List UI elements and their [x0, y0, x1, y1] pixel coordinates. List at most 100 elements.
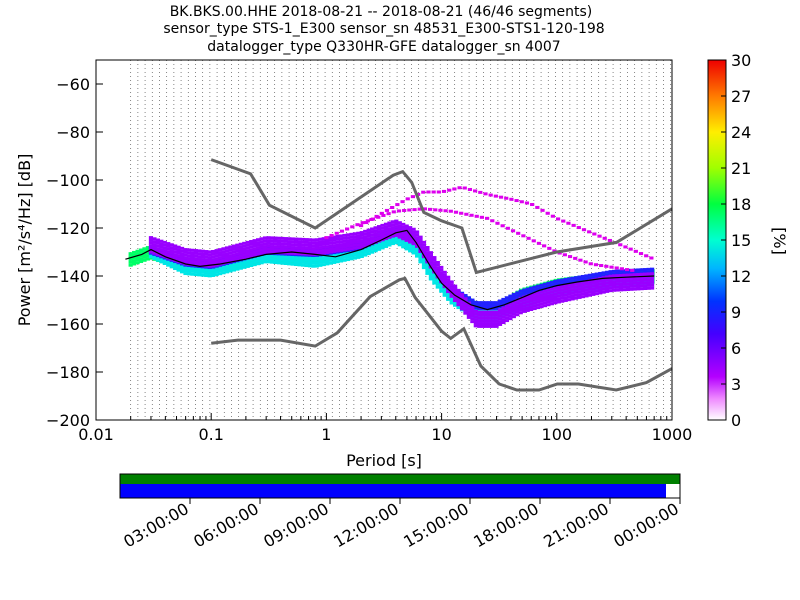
density-cell [504, 296, 510, 300]
density-cell [539, 302, 544, 306]
density-cell [518, 308, 523, 312]
density-cell [380, 235, 385, 239]
density-cell [342, 258, 347, 262]
density-cell [611, 283, 617, 287]
density-cell [570, 279, 575, 283]
density-cell [145, 246, 151, 250]
density-cell [155, 238, 160, 242]
density-cell [508, 317, 513, 321]
density-cell [497, 299, 503, 303]
density-cell [494, 324, 499, 328]
density-cell [159, 239, 164, 243]
density-cell [594, 275, 599, 279]
density-cell [615, 277, 620, 281]
density-cell [214, 267, 219, 271]
density-cell [605, 287, 610, 291]
density-cell [128, 263, 133, 267]
density-cell [622, 288, 627, 292]
density-cell [473, 324, 478, 328]
density-cell [573, 290, 579, 294]
density-cell [459, 298, 465, 302]
density-cell [314, 261, 319, 265]
density-cell [491, 324, 496, 328]
density-cell [449, 286, 454, 290]
density-cell [311, 247, 316, 251]
density-cell [611, 274, 617, 278]
density-cell [297, 252, 302, 256]
density-cell [145, 248, 151, 252]
density-cell [207, 253, 212, 257]
density-cell [480, 319, 485, 323]
density-cell [262, 260, 268, 264]
density-cell [625, 285, 630, 289]
density-cell [484, 310, 489, 314]
density-cell [439, 277, 444, 281]
density-cell [197, 255, 202, 259]
density-cell [166, 260, 171, 264]
density-cell [636, 272, 641, 276]
density-cell [273, 248, 278, 252]
density-cell [290, 262, 295, 266]
density-cell [515, 291, 520, 295]
density-cell [425, 271, 430, 275]
density-cell [629, 273, 634, 277]
density-cell [580, 292, 586, 296]
density-cell [162, 252, 167, 256]
density-cell [359, 236, 364, 240]
density-cell [494, 306, 499, 310]
density-cell [266, 244, 271, 248]
density-cell [408, 243, 413, 247]
outlier-cell [433, 208, 438, 212]
density-cell [366, 252, 371, 256]
density-cell [390, 226, 395, 230]
density-cell [155, 252, 160, 256]
density-cell [283, 239, 288, 243]
outlier-cell [462, 186, 467, 190]
density-cell [269, 257, 275, 261]
density-cell [256, 238, 261, 242]
density-cell [190, 248, 195, 252]
density-cell [370, 247, 375, 251]
density-cell [390, 223, 395, 227]
density-cell [646, 283, 651, 287]
density-cell [287, 245, 292, 249]
density-cell [228, 248, 233, 252]
density-cell [273, 258, 278, 262]
density-cell [580, 283, 586, 287]
density-cell [211, 255, 216, 259]
density-cell [463, 305, 468, 309]
density-cell [159, 245, 164, 249]
density-cell [217, 269, 223, 273]
density-cell [152, 256, 157, 260]
density-cell [439, 271, 444, 275]
density-cell [591, 292, 596, 296]
density-cell [470, 305, 475, 309]
density-cell [169, 251, 174, 255]
mean-psd-line [125, 229, 655, 311]
outlier-cell [531, 239, 536, 243]
density-cell [290, 259, 295, 263]
density-cell [176, 251, 181, 255]
density-cell [525, 287, 530, 291]
plot-frame [95, 59, 673, 421]
density-cell [401, 222, 406, 226]
density-cell [518, 305, 523, 309]
density-cell [335, 257, 340, 261]
density-cell [370, 238, 375, 242]
density-cell [321, 242, 326, 246]
density-cell [217, 266, 223, 270]
density-cell [563, 277, 568, 281]
density-cell [494, 304, 499, 308]
density-cell [622, 282, 627, 286]
density-cell [632, 276, 637, 280]
density-cell [318, 263, 323, 267]
density-cell [345, 258, 351, 262]
density-cell [452, 290, 458, 294]
density-cell [532, 301, 537, 305]
density-cell [494, 322, 499, 326]
density-cell [390, 236, 395, 240]
density-cell [238, 266, 243, 270]
density-cell [591, 276, 596, 280]
density-cell [304, 258, 309, 262]
density-cell [560, 288, 565, 292]
